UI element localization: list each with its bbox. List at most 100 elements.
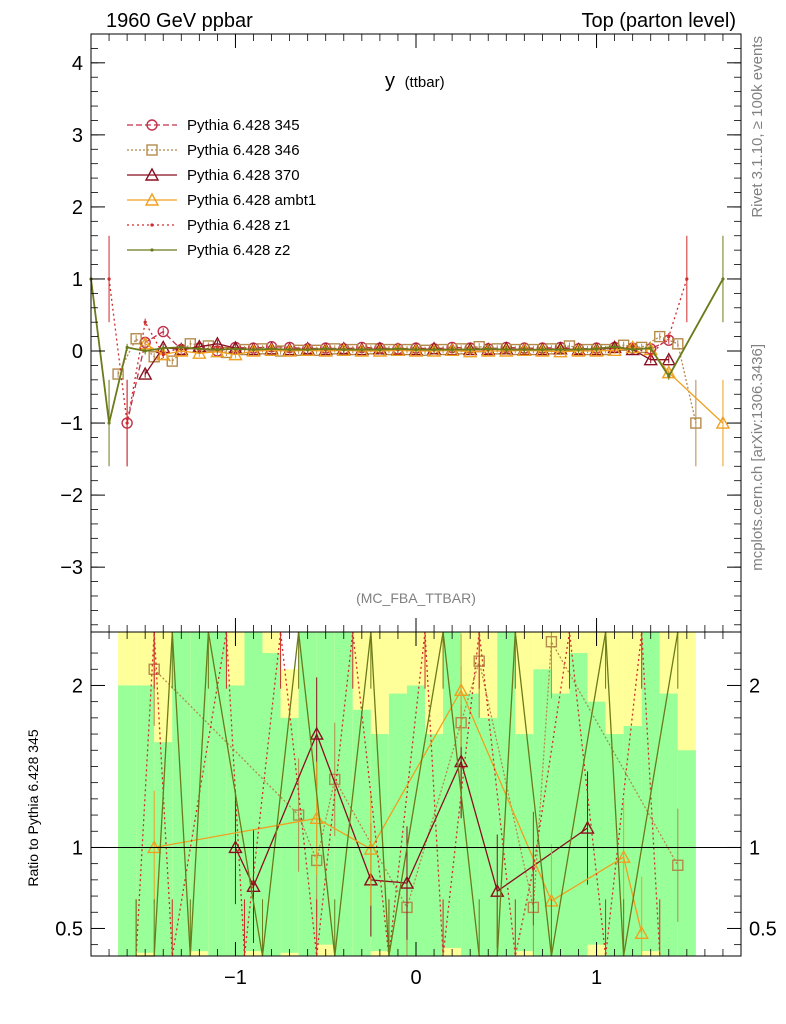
data-point <box>233 347 238 351</box>
green-band <box>443 632 462 948</box>
green-band <box>154 742 173 956</box>
data-point <box>613 345 617 349</box>
data-point <box>661 352 676 366</box>
data-point <box>535 343 550 357</box>
ratio-y-tick-label: 2 <box>72 675 83 697</box>
data-point <box>157 325 169 338</box>
green-band <box>352 709 371 956</box>
data-point <box>143 320 147 324</box>
data-point <box>125 345 129 350</box>
data-point <box>107 421 111 425</box>
data-point <box>499 343 514 357</box>
ratio-point <box>580 820 595 834</box>
y-tick-label: 2 <box>72 197 83 219</box>
data-point <box>318 343 333 357</box>
green-band <box>406 685 426 956</box>
data-point <box>649 353 653 357</box>
legend-marker <box>150 223 154 227</box>
green-band <box>334 632 353 956</box>
data-point <box>486 347 490 351</box>
data-point <box>654 330 666 343</box>
green-band <box>515 734 534 952</box>
plot-title-sub: (ttbar) <box>405 74 445 91</box>
data-point <box>504 347 508 352</box>
plot-title: y (ttbar) <box>385 70 445 92</box>
data-point <box>672 338 684 350</box>
data-point <box>721 277 725 281</box>
data-point <box>306 347 310 352</box>
y-tick-label: 1 <box>72 269 83 291</box>
data-point <box>192 345 207 359</box>
y-tick-label: 3 <box>72 125 83 147</box>
data-point <box>143 349 147 353</box>
ratio-ylabel: Ratio to Pythia 6.428 345 <box>25 729 41 886</box>
data-point <box>215 347 219 352</box>
data-point <box>690 417 702 429</box>
data-point <box>210 344 225 358</box>
ratio-point <box>634 925 649 940</box>
ratio-line <box>153 639 679 910</box>
green-band <box>461 693 480 956</box>
legend-label: Pythia 6.428 345 <box>187 117 300 134</box>
ratio-point <box>453 754 469 768</box>
data-point <box>179 345 183 350</box>
ratio-y-tick-label-right: 0.5 <box>749 918 777 940</box>
data-point <box>649 346 653 350</box>
ratio-line <box>135 631 661 957</box>
legend-label: Pythia 6.428 370 <box>187 167 300 184</box>
green-band <box>262 653 281 956</box>
data-point <box>667 335 671 339</box>
ratio-line <box>234 732 588 893</box>
data-point <box>468 347 472 352</box>
header-left: 1960 GeV ppbar <box>106 10 253 32</box>
data-point <box>571 343 586 357</box>
data-point <box>228 347 243 361</box>
data-point <box>715 415 731 429</box>
y-tick-label: −2 <box>60 485 83 507</box>
rivet-label: Rivet 3.1.10, ≥ 100k events <box>749 36 766 218</box>
ratio-series-2 <box>147 633 649 956</box>
green-band <box>370 734 389 952</box>
y-tick-label: 0 <box>72 341 83 363</box>
data-point <box>631 347 635 352</box>
green-band <box>280 717 299 953</box>
data-point <box>112 368 124 380</box>
data-point <box>251 347 256 352</box>
x-tick-label: 0 <box>410 967 421 989</box>
legend-marker <box>150 248 154 252</box>
legend-marker <box>144 192 160 206</box>
legend-marker <box>144 167 160 181</box>
green-band <box>587 701 606 945</box>
data-point <box>130 333 142 345</box>
ratio-point <box>453 682 469 697</box>
green-band <box>569 653 588 956</box>
legend-label: Pythia 6.428 ambt1 <box>187 192 316 209</box>
data-point <box>667 374 671 378</box>
ratio-point <box>292 809 305 821</box>
green-band <box>623 725 642 956</box>
ratio-line <box>136 631 679 957</box>
data-point <box>589 343 604 357</box>
main-plot-area <box>91 34 741 632</box>
data-point <box>408 343 424 357</box>
data-point <box>161 346 165 350</box>
mcplots-label: mcplots.cern.ch [arXiv:1306.3436] <box>749 344 766 571</box>
data-point <box>161 353 165 357</box>
data-point <box>540 347 544 352</box>
legend: Pythia 6.428 345 Pythia 6.428 346 Pythia 6… <box>127 117 316 259</box>
legend-label: Pythia 6.428 z1 <box>187 217 290 234</box>
x-tick-label: 1 <box>591 967 602 989</box>
green-band <box>677 750 696 956</box>
ratio-point <box>672 859 684 871</box>
data-point <box>432 347 436 352</box>
ratio-series-3 <box>135 631 661 957</box>
green-band <box>298 632 317 956</box>
data-point <box>378 347 382 352</box>
ratio-point <box>399 875 415 889</box>
data-point <box>481 343 496 357</box>
green-band <box>208 632 227 956</box>
green-band <box>118 685 137 956</box>
data-point <box>558 347 563 352</box>
data-point <box>269 347 274 351</box>
